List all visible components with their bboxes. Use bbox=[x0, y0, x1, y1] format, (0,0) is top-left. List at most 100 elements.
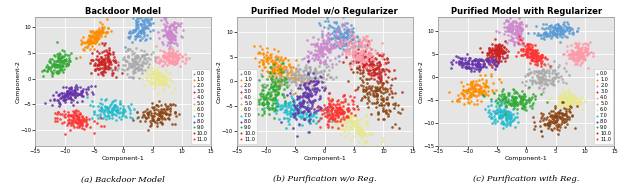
Point bbox=[494, 115, 504, 118]
Point bbox=[110, 65, 120, 68]
Point bbox=[254, 79, 264, 82]
Point bbox=[344, 125, 355, 129]
Point bbox=[513, 30, 524, 33]
Point bbox=[313, 79, 323, 82]
Point bbox=[557, 100, 568, 103]
Point bbox=[516, 21, 527, 24]
Point bbox=[161, 69, 172, 72]
Point bbox=[328, 114, 338, 117]
Point bbox=[563, 103, 573, 106]
Point bbox=[556, 104, 566, 107]
Point bbox=[323, 119, 333, 122]
Point bbox=[549, 114, 559, 117]
Point bbox=[361, 61, 371, 64]
Point bbox=[377, 83, 387, 86]
Point bbox=[303, 82, 313, 85]
Point bbox=[461, 89, 471, 92]
Point bbox=[513, 31, 523, 34]
Point bbox=[303, 71, 313, 74]
Point bbox=[315, 75, 325, 78]
Point bbox=[143, 18, 154, 21]
Point bbox=[462, 82, 472, 85]
Point bbox=[138, 14, 148, 17]
Point bbox=[330, 111, 340, 114]
Point bbox=[502, 99, 513, 102]
Point bbox=[311, 55, 321, 58]
Point bbox=[548, 32, 558, 35]
Point bbox=[159, 54, 170, 57]
Point bbox=[38, 74, 49, 77]
Point bbox=[349, 114, 360, 117]
Point bbox=[172, 22, 182, 25]
Point bbox=[275, 79, 285, 82]
Point bbox=[67, 93, 77, 96]
Point bbox=[303, 97, 313, 100]
Point bbox=[490, 59, 500, 62]
Point bbox=[132, 22, 142, 25]
Point bbox=[268, 68, 278, 71]
Point bbox=[282, 110, 292, 113]
Point bbox=[325, 75, 335, 78]
Point bbox=[328, 118, 338, 121]
Point bbox=[262, 59, 273, 62]
Point bbox=[347, 46, 357, 49]
Point bbox=[497, 115, 508, 118]
Point bbox=[492, 50, 502, 53]
Point bbox=[132, 22, 142, 25]
Point bbox=[168, 36, 178, 39]
Point bbox=[298, 75, 308, 78]
Point bbox=[334, 107, 344, 110]
Point bbox=[95, 71, 106, 74]
Point bbox=[538, 73, 548, 76]
Point bbox=[276, 62, 286, 65]
Point bbox=[483, 93, 493, 96]
Point bbox=[147, 22, 157, 25]
Point bbox=[59, 109, 69, 112]
Point bbox=[152, 68, 162, 71]
Point bbox=[305, 80, 316, 83]
Point bbox=[303, 65, 314, 68]
Point bbox=[282, 72, 292, 75]
Point bbox=[457, 91, 467, 94]
Point bbox=[492, 61, 502, 64]
Point bbox=[364, 64, 374, 67]
Point bbox=[153, 117, 163, 120]
Point bbox=[574, 98, 584, 101]
Point bbox=[163, 33, 173, 36]
Point bbox=[177, 60, 187, 63]
Point bbox=[155, 120, 165, 123]
Point bbox=[77, 90, 87, 93]
Point bbox=[355, 119, 365, 122]
Point bbox=[108, 51, 118, 54]
Point bbox=[169, 54, 179, 57]
Point bbox=[309, 70, 319, 73]
Point bbox=[303, 103, 313, 106]
Point bbox=[572, 59, 582, 62]
Point bbox=[161, 32, 172, 35]
Point bbox=[100, 41, 110, 44]
Point bbox=[125, 48, 135, 51]
Point bbox=[479, 62, 489, 65]
Point bbox=[515, 21, 525, 24]
Point bbox=[157, 79, 168, 82]
Point bbox=[495, 114, 505, 117]
Point bbox=[381, 57, 392, 60]
Point bbox=[279, 111, 289, 114]
Point bbox=[321, 114, 331, 117]
Point bbox=[284, 105, 294, 108]
Point bbox=[286, 108, 296, 111]
Point bbox=[171, 53, 181, 56]
Point bbox=[314, 89, 324, 92]
Point bbox=[378, 99, 388, 102]
Point bbox=[454, 63, 464, 66]
Point bbox=[328, 103, 338, 106]
Point bbox=[157, 54, 168, 57]
Point bbox=[319, 89, 329, 92]
Point bbox=[129, 17, 139, 20]
Point bbox=[88, 47, 99, 50]
Point bbox=[375, 64, 385, 67]
Point bbox=[154, 61, 164, 64]
Point bbox=[366, 51, 376, 54]
Point bbox=[334, 102, 344, 105]
Point bbox=[288, 93, 298, 96]
